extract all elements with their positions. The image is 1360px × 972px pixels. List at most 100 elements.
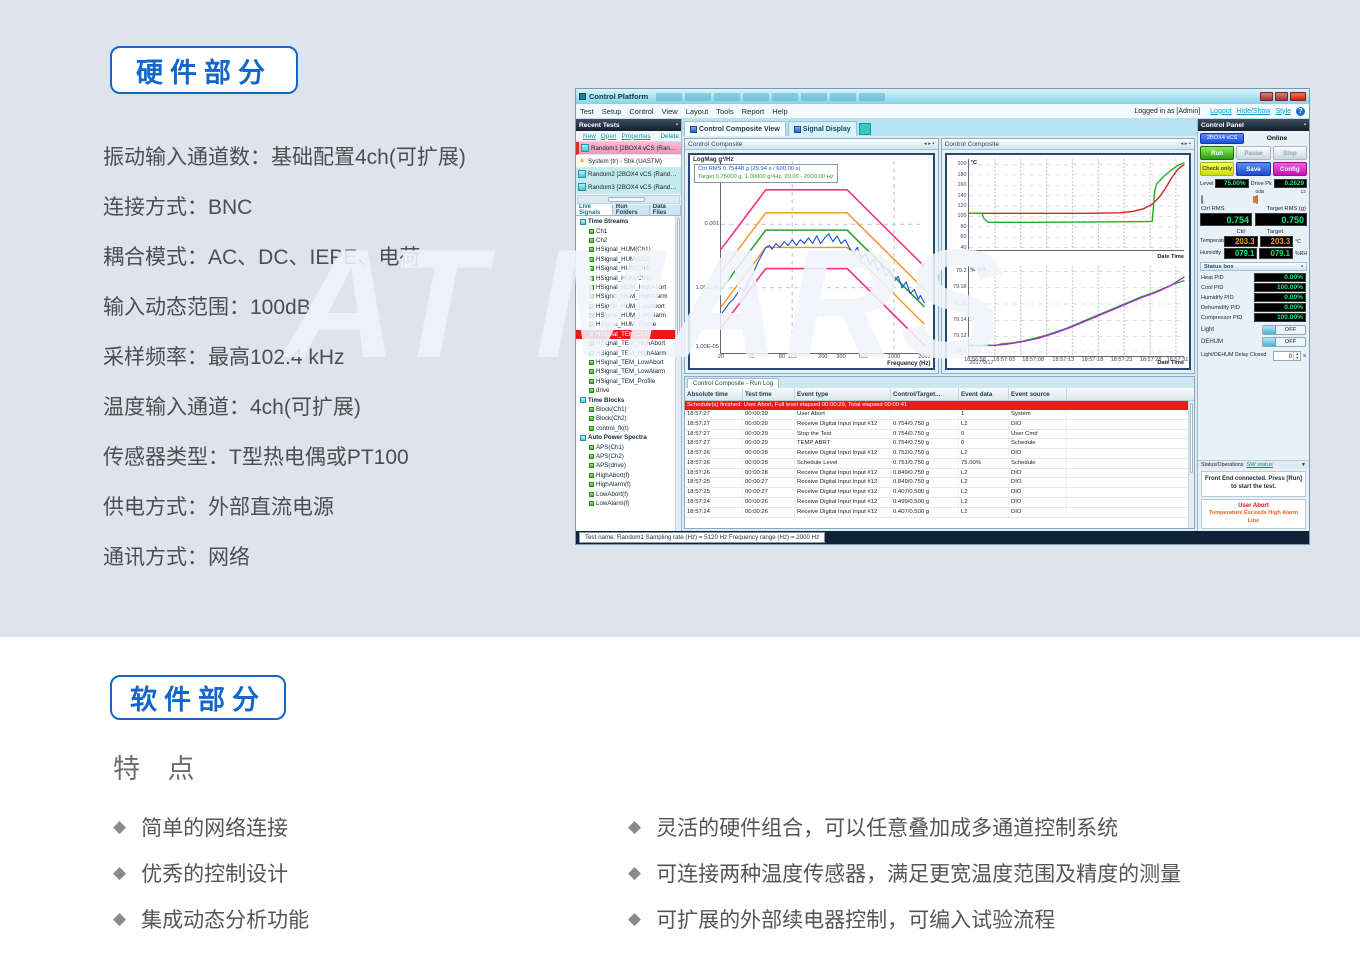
config-button[interactable]: Config — [1272, 162, 1307, 176]
tree-group[interactable]: Time Blocks — [576, 395, 681, 404]
signal-tab-data-files[interactable]: Data Files — [650, 204, 681, 216]
tree-item[interactable]: HSignal_HUM(Ch2) — [576, 255, 681, 264]
run-log-column-header[interactable]: Event data — [959, 388, 1009, 400]
collapsed-tab[interactable] — [858, 123, 871, 135]
menu-control[interactable]: Control — [629, 106, 654, 116]
tree-item[interactable]: HSignal_HUM_Profile — [576, 320, 681, 329]
run-log-row[interactable]: 18:57:26 00:00:28 Receive Digital Input In… — [685, 449, 1194, 459]
recent-test-item[interactable]: Random2 [2BOX4 vCS (Random)] — [576, 168, 681, 181]
psd-plot-area[interactable]: 0.001 1.00E-04 1.00E-05 20 40 80 100 200 300 500 1… — [695, 161, 931, 360]
menu-help[interactable]: Help — [772, 106, 788, 116]
tree-item[interactable]: Ch1 — [576, 226, 681, 235]
tree-item[interactable]: HSignal_TEM_HighAbort — [576, 339, 681, 348]
signal-tab-live-signals[interactable]: Live Signals — [576, 204, 613, 216]
minimize-button[interactable] — [1260, 92, 1273, 101]
help-icon[interactable]: ? — [1296, 106, 1305, 116]
tree-item[interactable]: HSignal_TEM_LowAbort — [576, 358, 681, 367]
recent-test-item[interactable]: ▲ System (tr) - Shk (UASTM) — [576, 155, 681, 168]
tree-item[interactable]: HighAlarm(f) — [576, 480, 681, 489]
sw-status-dropdown[interactable]: SW status — [1246, 462, 1273, 469]
menu-view[interactable]: View — [661, 106, 678, 116]
run-log-tab[interactable]: Control Composite - Run Log — [687, 378, 780, 388]
tree-item[interactable]: HSignal_TEM_Profile — [576, 377, 681, 386]
menu-setup[interactable]: Setup — [601, 106, 622, 116]
run-log-column-header[interactable]: Absolute time — [685, 388, 743, 400]
horizontal-scrollbar[interactable] — [577, 195, 680, 204]
check-only-button[interactable]: Check only — [1200, 162, 1235, 176]
run-log-column-header[interactable]: Control/Target... — [891, 388, 959, 400]
humidity-plot-area[interactable]: % RH Date Time 2017/9/17 79.2 79.18 79.16 7… — [953, 265, 1188, 366]
toggle-light[interactable]: OFF — [1262, 325, 1306, 335]
toolbar-properties[interactable]: Properties — [621, 132, 651, 140]
close-button[interactable] — [1290, 92, 1306, 101]
link-style[interactable]: Style — [1275, 107, 1291, 115]
run-log-column-header[interactable]: Test time — [743, 388, 795, 400]
spinner-arrows-icon[interactable]: ▲ ▼ — [1293, 352, 1300, 360]
pin-icon[interactable]: ▪ — [1300, 263, 1303, 270]
tree-item[interactable]: control_fk(t) — [576, 424, 681, 433]
device-selector[interactable]: 2BOX4 vCS — [1200, 132, 1244, 144]
maximize-button[interactable] — [1275, 92, 1288, 101]
run-log-row[interactable]: 18:57:26 00:00:28 Schedule Level 0.751/0.75… — [685, 458, 1194, 469]
tab-control-composite-view[interactable]: Control Composite View — [684, 121, 786, 136]
run-button[interactable]: Run — [1200, 146, 1235, 160]
tree-item[interactable]: HSignal_TEM(Ch4) — [576, 329, 681, 340]
chart-header-icons[interactable]: ◂ ▸ ▪ — [1180, 141, 1191, 147]
tree-item[interactable]: APS(Ch2) — [576, 452, 681, 461]
tree-item[interactable]: HSignal_TEM_LowAlarm — [576, 367, 681, 376]
tree-item[interactable]: Block(Ch1) — [576, 405, 681, 414]
recent-test-item[interactable]: Random1 [2BOX4 vCS (Random)] — [576, 142, 681, 155]
run-log-alert-row[interactable]: Schedule(s) finished: User Abort, Full l… — [685, 401, 1194, 410]
stop-button[interactable]: Stop — [1272, 146, 1307, 160]
pin-icon[interactable]: ▪ — [1303, 122, 1306, 128]
run-log-row[interactable]: 18:57:27 00:00:29 Stop the Test 0.754/0.750… — [685, 429, 1194, 440]
tree-item[interactable]: APS(Ch1) — [576, 442, 681, 451]
chart-header-icons[interactable]: ◂ ▸ ▪ — [923, 141, 935, 147]
link-logout[interactable]: Logout — [1210, 107, 1232, 115]
save-button[interactable]: Save — [1236, 162, 1271, 176]
run-log-row[interactable]: 18:57:27 00:00:29 User Abort 1 System — [685, 410, 1194, 420]
tree-item[interactable]: HSignal_HUM(Ch1) — [576, 245, 681, 254]
run-log-column-header[interactable]: Event type — [795, 388, 891, 400]
tree-item[interactable]: HighAbort(f) — [576, 471, 681, 480]
tree-item[interactable]: HSignal_HUM_LowAbort — [576, 302, 681, 311]
tree-item[interactable]: HSignal_HUM_HighAlarm — [576, 292, 681, 301]
temperature-plot-area[interactable]: °C Date Time 200 180 160 140 120 100 80 60 40 — [958, 159, 1185, 260]
tree-item[interactable]: HSignal_HUM(Ch3) — [576, 264, 681, 273]
tree-item[interactable]: Block(Ch2) — [576, 414, 681, 423]
pin-icon[interactable]: ▪ — [675, 122, 678, 128]
run-log-row[interactable]: 18:57:25 00:00:27 Receive Digital Input In… — [685, 478, 1194, 489]
menu-layout[interactable]: Layout — [685, 106, 709, 116]
signal-tab-run-folders[interactable]: Run Folders — [613, 204, 650, 216]
run-log-row[interactable]: 18:57:24 00:00:26 Receive Digital Input In… — [685, 507, 1194, 518]
tree-group[interactable]: Auto Power Spectra — [576, 433, 681, 442]
tree-scrollbar[interactable] — [675, 216, 681, 531]
toggle-dehum[interactable]: OFF — [1262, 337, 1306, 347]
run-log-row[interactable]: 18:57:24 00:00:26 Receive Digital Input In… — [685, 498, 1194, 508]
tree-item[interactable]: drive — [576, 386, 681, 395]
menu-tools[interactable]: Tools — [716, 106, 734, 116]
tree-item[interactable]: LowAbort(f) — [576, 489, 681, 498]
recent-test-item[interactable]: Random3 [2BOX4 vCS (Random)] — [576, 181, 681, 194]
tab-signal-display[interactable]: Signal Display — [787, 121, 857, 136]
run-log-row[interactable]: 18:57:25 00:00:27 Receive Digital Input In… — [685, 488, 1194, 499]
toolbar-open[interactable]: Open — [600, 132, 617, 140]
tree-item[interactable]: LowAlarm(f) — [576, 499, 681, 508]
delete-button[interactable]: Delete — [660, 132, 679, 140]
tree-item[interactable]: HSignal_HUM_HighAbort — [576, 283, 681, 292]
run-log-column-header[interactable]: Event source — [1009, 388, 1067, 400]
run-log-scrollbar[interactable] — [1188, 401, 1194, 528]
tree-item[interactable]: Ch2 — [576, 236, 681, 245]
chevron-down-icon[interactable]: ▼ — [1301, 462, 1306, 469]
menu-test[interactable]: Test — [580, 106, 594, 116]
toolbar-new[interactable]: New — [583, 132, 596, 140]
tree-group[interactable]: Time Streams — [576, 217, 681, 226]
tree-item[interactable]: HSignal_HUM(Ch4) — [576, 273, 681, 282]
tree-item[interactable]: APS(drive) — [576, 461, 681, 470]
tree-item[interactable]: HSignal_TEM_HighAlarm — [576, 348, 681, 357]
run-log-row[interactable]: 18:57:27 00:00:29 Receive Digital Input In… — [685, 419, 1194, 430]
menu-report[interactable]: Report — [741, 106, 765, 116]
titlebar[interactable]: Control Platform — [576, 89, 1309, 104]
tree-item[interactable]: HSignal_HUM_LowAlarm — [576, 311, 681, 320]
